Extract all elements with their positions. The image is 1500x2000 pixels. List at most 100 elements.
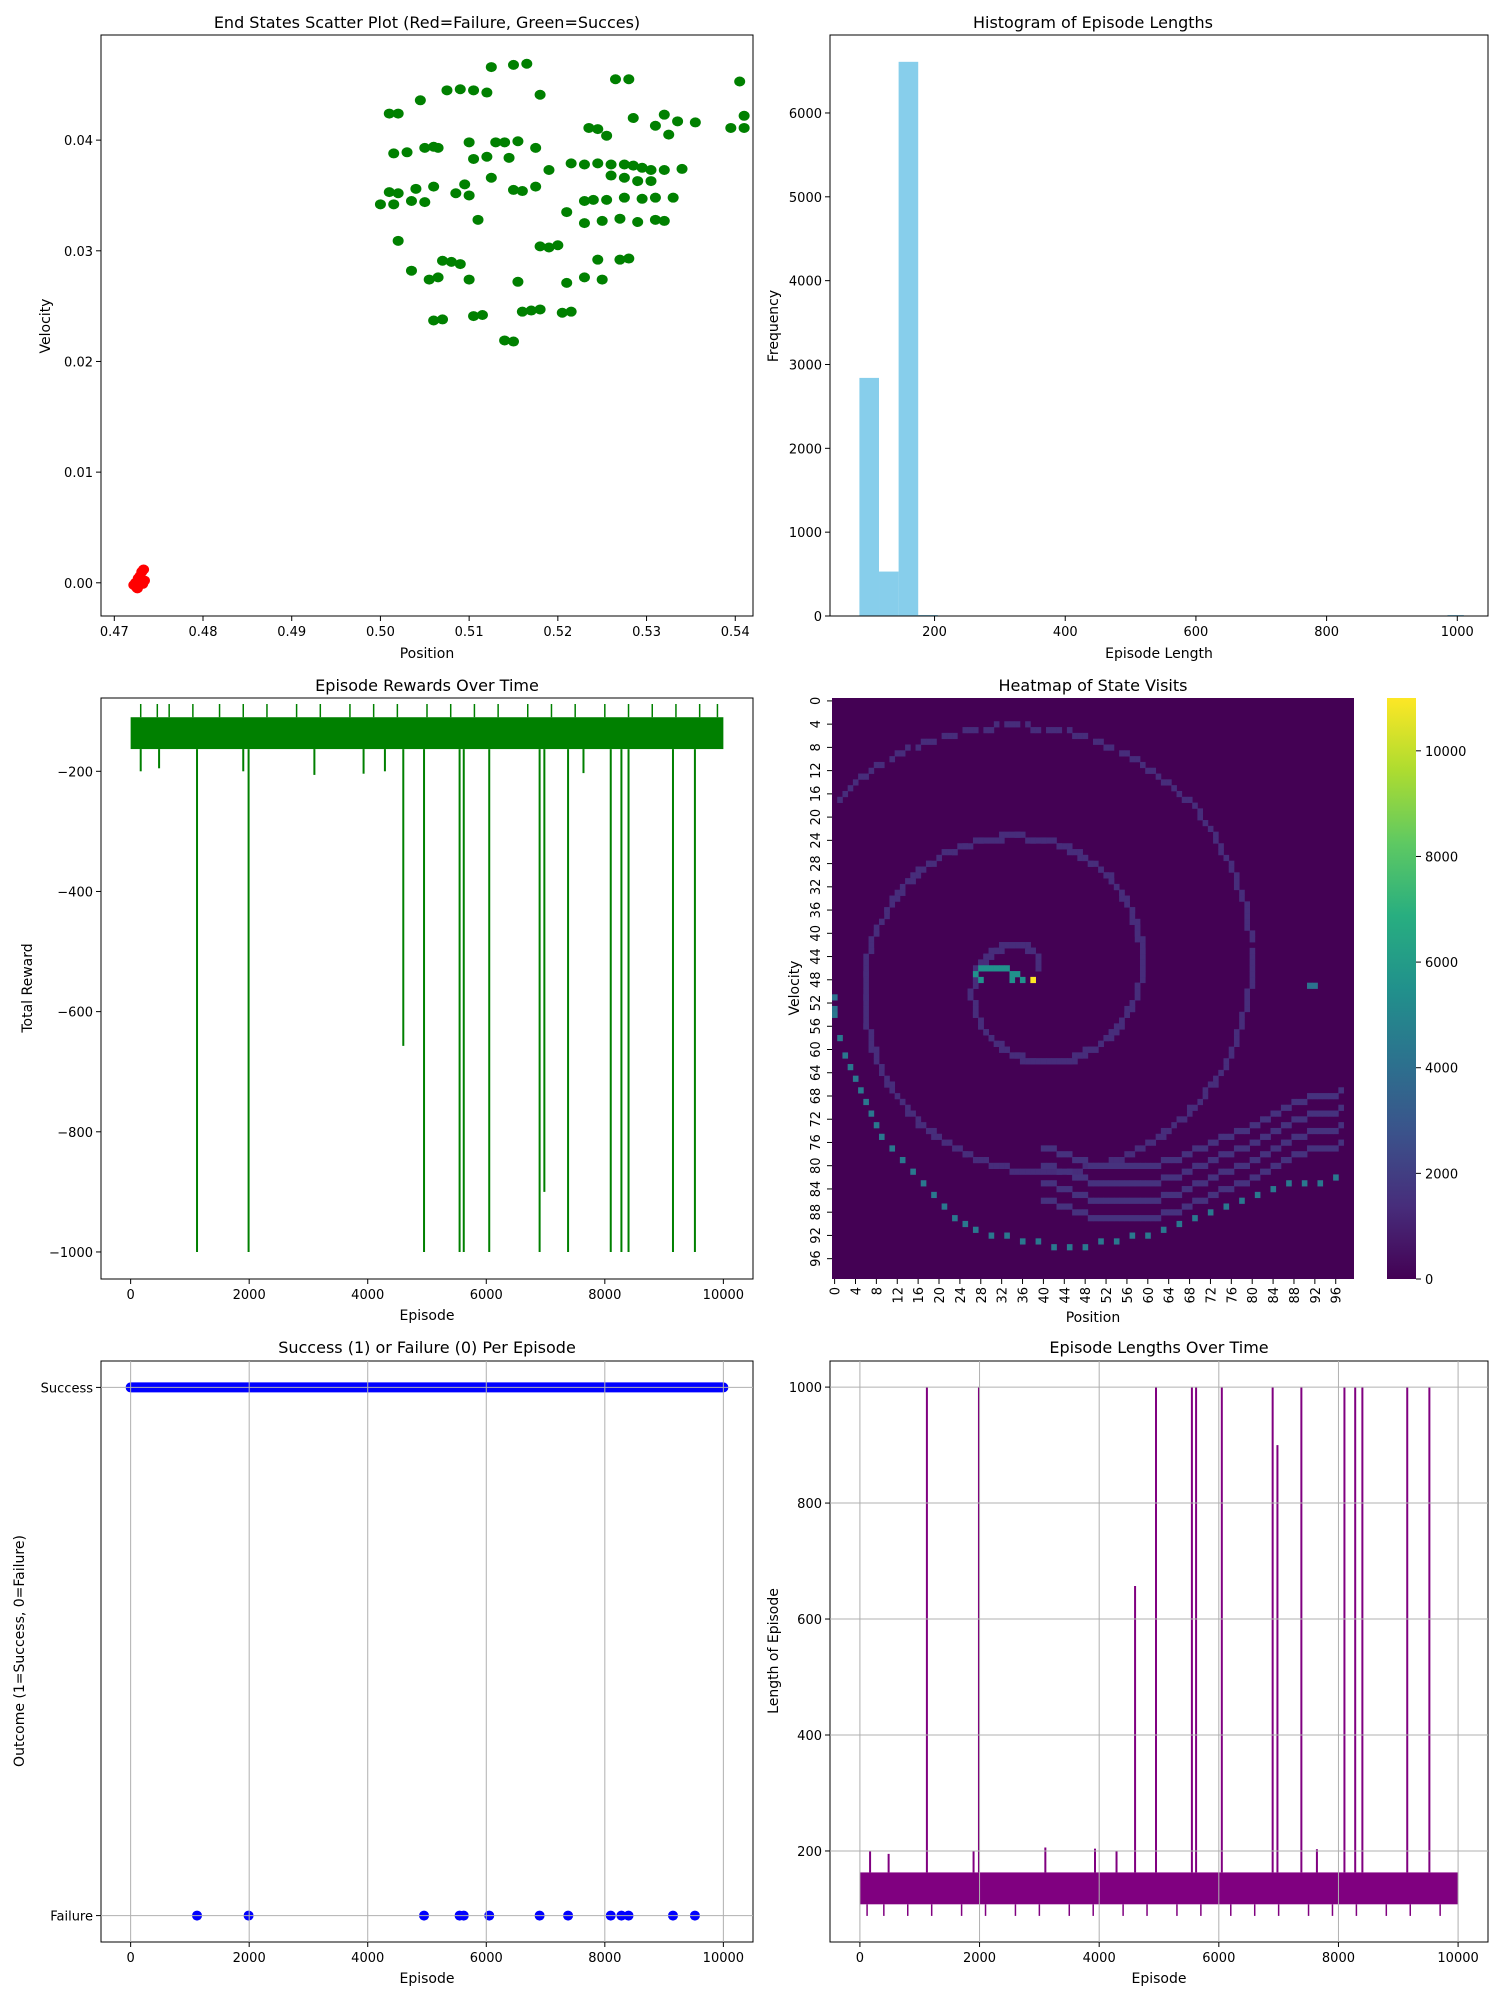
success-point — [468, 85, 480, 96]
heatmap-trail-cell — [983, 837, 989, 844]
heatmap-trail-cell — [1066, 1186, 1073, 1193]
heatmap-trail-cell — [894, 1093, 901, 1100]
heatmap-trail-cell — [1176, 1156, 1183, 1164]
heatmap-trail-cell — [1040, 1180, 1047, 1187]
heatmap-trail-cell — [1270, 1162, 1277, 1170]
heatmap-trail-cell — [1124, 895, 1130, 902]
success-point — [605, 159, 617, 170]
heatmap-trail-cell — [1286, 1139, 1292, 1146]
y-tick-label: 2000 — [789, 442, 822, 457]
heatmap-trail-cell — [1270, 1145, 1277, 1152]
heatmap-trail-cell — [1186, 796, 1193, 803]
heatmap-trail-cell — [1004, 942, 1010, 949]
heatmap-trail-cell — [915, 872, 922, 879]
heatmap-trail-cell — [884, 1075, 890, 1082]
heatmap-trail-cell — [1166, 779, 1172, 786]
heatmap-trail-cell — [1066, 1151, 1073, 1158]
heatmap-hot-cell — [1004, 965, 1010, 972]
success-point — [658, 215, 670, 226]
heatmap-trail-cell — [1265, 1151, 1271, 1158]
success-point — [649, 214, 661, 225]
heatmap-trail-cell — [1160, 1174, 1167, 1181]
heatmap-arc-cell — [972, 1226, 979, 1233]
heatmap-trail-cell — [1160, 1156, 1167, 1164]
heatmap-trail-cell — [1124, 901, 1130, 908]
success-point — [623, 253, 635, 264]
heatmap-trail-cell — [957, 1145, 963, 1152]
heatmap-trail-cell — [1072, 1168, 1078, 1175]
success-point — [618, 172, 630, 183]
heatmap-trail-cell — [1291, 1098, 1297, 1106]
heatmap-trail-cell — [1223, 1168, 1230, 1175]
heatmap-trail-cell — [1066, 1058, 1073, 1065]
heatmap-trail-cell — [1166, 1209, 1172, 1216]
histogram-bar — [1447, 614, 1464, 616]
heatmap-trail-cell — [1061, 843, 1068, 850]
heatmap-trail-cell — [1145, 767, 1151, 774]
heatmap-trail-cell — [972, 1005, 979, 1013]
success-point — [485, 62, 497, 73]
heatmap-trail-cell — [1317, 1145, 1324, 1152]
y-tick-label: −600 — [57, 1006, 93, 1021]
heatmap-trail-cell — [1166, 1127, 1172, 1135]
success-point — [437, 255, 449, 266]
heatmap-trail-cell — [967, 727, 974, 734]
heatmap-trail-cell — [1233, 1029, 1240, 1036]
heatmap-hot-cell — [1009, 976, 1016, 984]
heatmap-trail-cell — [1009, 942, 1016, 949]
heatmap-trail-cell — [972, 976, 979, 984]
success-point — [516, 306, 528, 317]
heatmap-trail-cell — [863, 1017, 869, 1024]
heatmap-trail-cell — [1103, 1197, 1110, 1204]
heatmap-trail-cell — [1218, 849, 1224, 856]
heatmap-trail-cell — [1317, 1093, 1324, 1100]
success-point — [658, 165, 670, 176]
heatmap-trail-cell — [1202, 1087, 1209, 1094]
heatmap-trail-cell — [1025, 1058, 1031, 1065]
heatmap-trail-cell — [1077, 1156, 1083, 1164]
heatmap-trail-cell — [1056, 1151, 1063, 1158]
heatmap-trail-cell — [1312, 1110, 1318, 1117]
heatmap-trail-cell — [1192, 1162, 1198, 1170]
y-tick-label: 92 — [809, 1227, 824, 1244]
x-tick-label: 10000 — [1437, 1951, 1478, 1966]
histogram-bar — [859, 377, 880, 616]
heatmap-trail-cell — [1260, 1168, 1266, 1175]
heatmap-trail-cell — [1333, 1127, 1339, 1135]
heatmap-trail-cell — [1139, 1180, 1146, 1187]
heatmap-trail-cell — [863, 971, 869, 978]
x-tick-label: 10000 — [703, 1288, 744, 1303]
heatmap-trail-cell — [1030, 1168, 1036, 1175]
heatmap-trail-cell — [1160, 1191, 1167, 1199]
heatmap-trail-cell — [889, 895, 896, 902]
heatmap-trail-cell — [1113, 1029, 1120, 1036]
heatmap-trail-cell — [1197, 1197, 1204, 1204]
x-tick-label: 2000 — [963, 1951, 996, 1966]
success-point — [543, 242, 555, 253]
heatmap-arc-cell — [832, 994, 838, 1001]
heatmap-trail-cell — [1093, 1046, 1099, 1053]
success-y-label: Outcome (1=Success, 0=Failure) — [12, 1535, 28, 1767]
success-point — [632, 217, 644, 228]
heatmap-trail-cell — [1239, 895, 1245, 902]
x-tick-label: 8 — [870, 1287, 885, 1295]
success-point — [454, 259, 466, 270]
heatmap-trail-cell — [1249, 953, 1256, 960]
heatmap-panel: Heatmap of State Visits 0 4 8 12 16 20 24 28 32 3… — [787, 676, 1466, 1326]
heatmap-trail-cell — [978, 1017, 984, 1024]
success-frame — [100, 1360, 754, 1943]
heatmap-trail-cell — [972, 1000, 979, 1007]
success-point — [627, 113, 639, 123]
rewards-title: Episode Rewards Over Time — [315, 676, 539, 695]
heatmap-trail-cell — [1181, 796, 1188, 803]
heatmap-trail-cell — [1082, 732, 1089, 740]
heatmap-trail-cell — [899, 750, 906, 757]
heatmap-trail-cell — [1134, 924, 1141, 931]
heatmap-trail-cell — [863, 773, 869, 780]
success-point — [658, 109, 670, 120]
y-tick-label: 72 — [809, 1111, 824, 1128]
heatmap-arc-cell — [1207, 1209, 1214, 1216]
success-point — [734, 76, 746, 87]
success-point — [592, 158, 604, 169]
colorbar-tick-label: 8000 — [1425, 850, 1458, 865]
